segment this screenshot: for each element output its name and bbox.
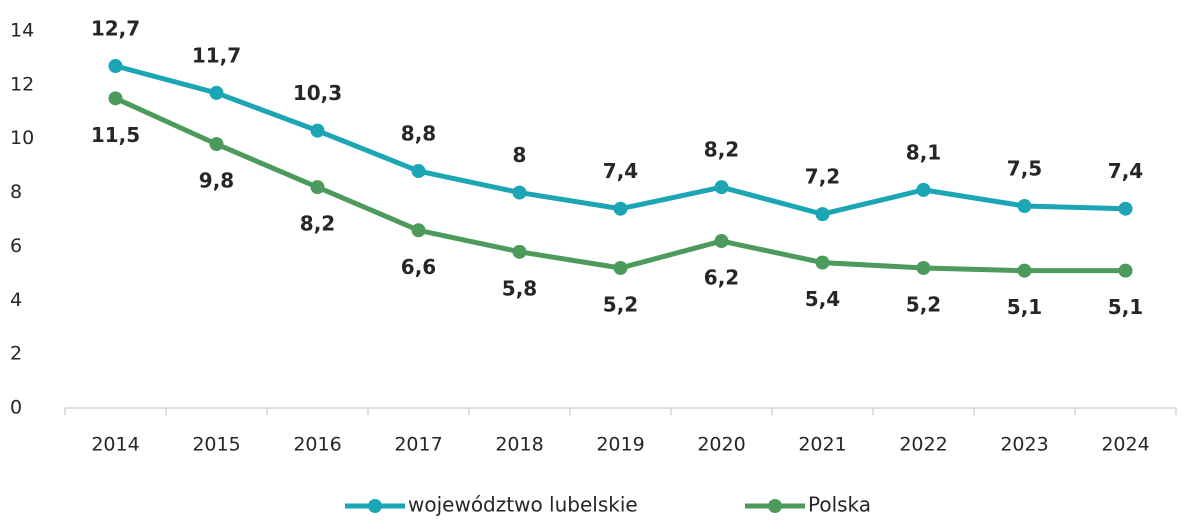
data-label: 8,2 <box>300 212 335 236</box>
point <box>815 207 830 222</box>
x-tick-label: 2023 <box>1000 434 1048 456</box>
data-label: 6,6 <box>401 255 436 279</box>
point <box>714 234 729 249</box>
point <box>512 185 527 200</box>
point <box>209 85 224 100</box>
legend-marker <box>368 499 382 513</box>
y-tick-label: 8 <box>10 181 22 203</box>
point <box>1118 201 1133 216</box>
point <box>310 180 325 195</box>
x-tick-label: 2016 <box>293 434 341 456</box>
point <box>613 201 628 216</box>
point <box>916 182 931 197</box>
point <box>1118 263 1133 278</box>
data-label: 5,1 <box>1108 295 1143 319</box>
data-label: 5,2 <box>906 292 941 316</box>
point <box>815 255 830 270</box>
legend-label: województwo lubelskie <box>408 493 638 517</box>
data-label: 8,2 <box>704 138 739 162</box>
x-tick-label: 2021 <box>798 434 846 456</box>
series-line <box>114 96 1126 274</box>
data-label: 8 <box>513 143 527 167</box>
point <box>411 164 426 179</box>
point <box>209 137 224 152</box>
data-label: 5,1 <box>1007 295 1042 319</box>
x-tick-label: 2014 <box>91 434 139 456</box>
y-tick-label: 2 <box>10 343 22 365</box>
y-tick-label: 14 <box>10 20 34 42</box>
data-label: 8,1 <box>906 140 941 164</box>
point <box>613 260 628 275</box>
point <box>916 260 931 275</box>
data-label: 9,8 <box>199 169 234 193</box>
x-tick-label: 2018 <box>495 434 543 456</box>
y-tick-label: 10 <box>10 127 34 149</box>
series-line <box>114 63 1126 217</box>
legend-label: Polska <box>808 493 871 517</box>
data-label: 7,2 <box>805 165 840 189</box>
legend-marker <box>768 499 782 513</box>
data-label: 11,7 <box>192 43 241 67</box>
point <box>512 244 527 259</box>
data-label: 7,4 <box>1108 159 1143 183</box>
point <box>108 59 123 74</box>
data-label: 12,7 <box>91 17 140 41</box>
data-label: 7,5 <box>1007 157 1042 181</box>
data-label: 5,2 <box>603 292 638 316</box>
data-label: 11,5 <box>91 123 140 147</box>
data-label: 5,8 <box>502 276 537 300</box>
data-label: 10,3 <box>293 81 342 105</box>
point <box>714 180 729 195</box>
point <box>108 91 123 106</box>
data-label: 5,4 <box>805 287 840 311</box>
y-tick-label: 4 <box>10 289 22 311</box>
point <box>1017 263 1032 278</box>
x-tick-label: 2022 <box>899 434 947 456</box>
data-label: 6,2 <box>704 266 739 290</box>
point <box>310 123 325 138</box>
point <box>411 223 426 238</box>
y-tick-label: 0 <box>10 397 22 419</box>
x-tick-label: 2020 <box>697 434 745 456</box>
x-tick-label: 2017 <box>394 434 442 456</box>
y-tick-label: 12 <box>10 73 34 95</box>
x-tick-label: 2015 <box>192 434 240 456</box>
x-tick-label: 2024 <box>1101 434 1149 456</box>
data-label: 8,8 <box>401 122 436 146</box>
y-tick-label: 6 <box>10 235 22 257</box>
data-label: 7,4 <box>603 159 638 183</box>
point <box>1017 199 1032 214</box>
x-tick-label: 2019 <box>596 434 644 456</box>
